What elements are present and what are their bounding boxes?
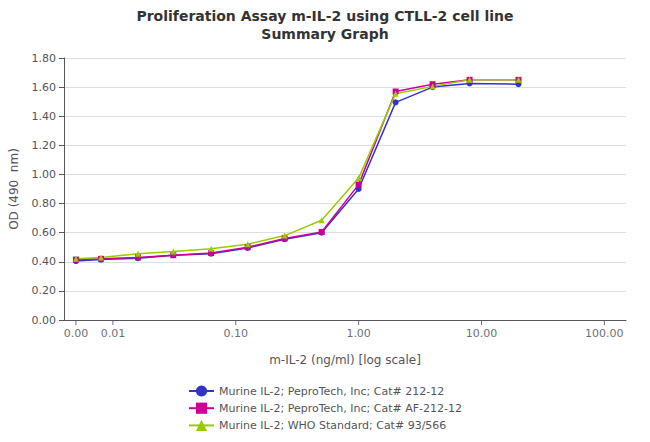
svg-text:OD (490 nm): OD (490 nm) [7,148,21,230]
svg-text:100.00: 100.00 [585,327,624,340]
svg-text:Proliferation Assay m-IL-2 usi: Proliferation Assay m-IL-2 using CTLL-2 … [136,8,513,24]
svg-text:1.60: 1.60 [32,81,57,94]
svg-text:0.00: 0.00 [64,327,89,340]
svg-text:1.00: 1.00 [346,327,371,340]
svg-text:Murine IL-2; PeproTech, Inc; C: Murine IL-2; PeproTech, Inc; Cat# AF-212… [219,402,462,415]
svg-text:0.10: 0.10 [224,327,249,340]
svg-text:0.00: 0.00 [32,314,57,327]
svg-text:1.80: 1.80 [32,52,57,65]
svg-text:10.00: 10.00 [466,327,498,340]
svg-text:1.40: 1.40 [32,110,57,123]
svg-text:Murine IL-2; PeproTech, Inc; C: Murine IL-2; PeproTech, Inc; Cat# 212-12 [219,385,444,398]
svg-text:0.60: 0.60 [32,226,57,239]
svg-text:0.40: 0.40 [32,255,57,268]
svg-text:0.80: 0.80 [32,197,57,210]
svg-text:Summary Graph: Summary Graph [261,26,388,42]
svg-text:Murine IL-2; WHO Standard; Cat: Murine IL-2; WHO Standard; Cat# 93/566 [219,419,446,432]
svg-text:m-IL-2 (ng/ml) [log scale]: m-IL-2 (ng/ml) [log scale] [269,353,421,367]
svg-text:1.20: 1.20 [32,139,57,152]
svg-text:0.20: 0.20 [32,284,57,297]
svg-text:0.01: 0.01 [101,327,126,340]
svg-text:1.00: 1.00 [32,168,57,181]
